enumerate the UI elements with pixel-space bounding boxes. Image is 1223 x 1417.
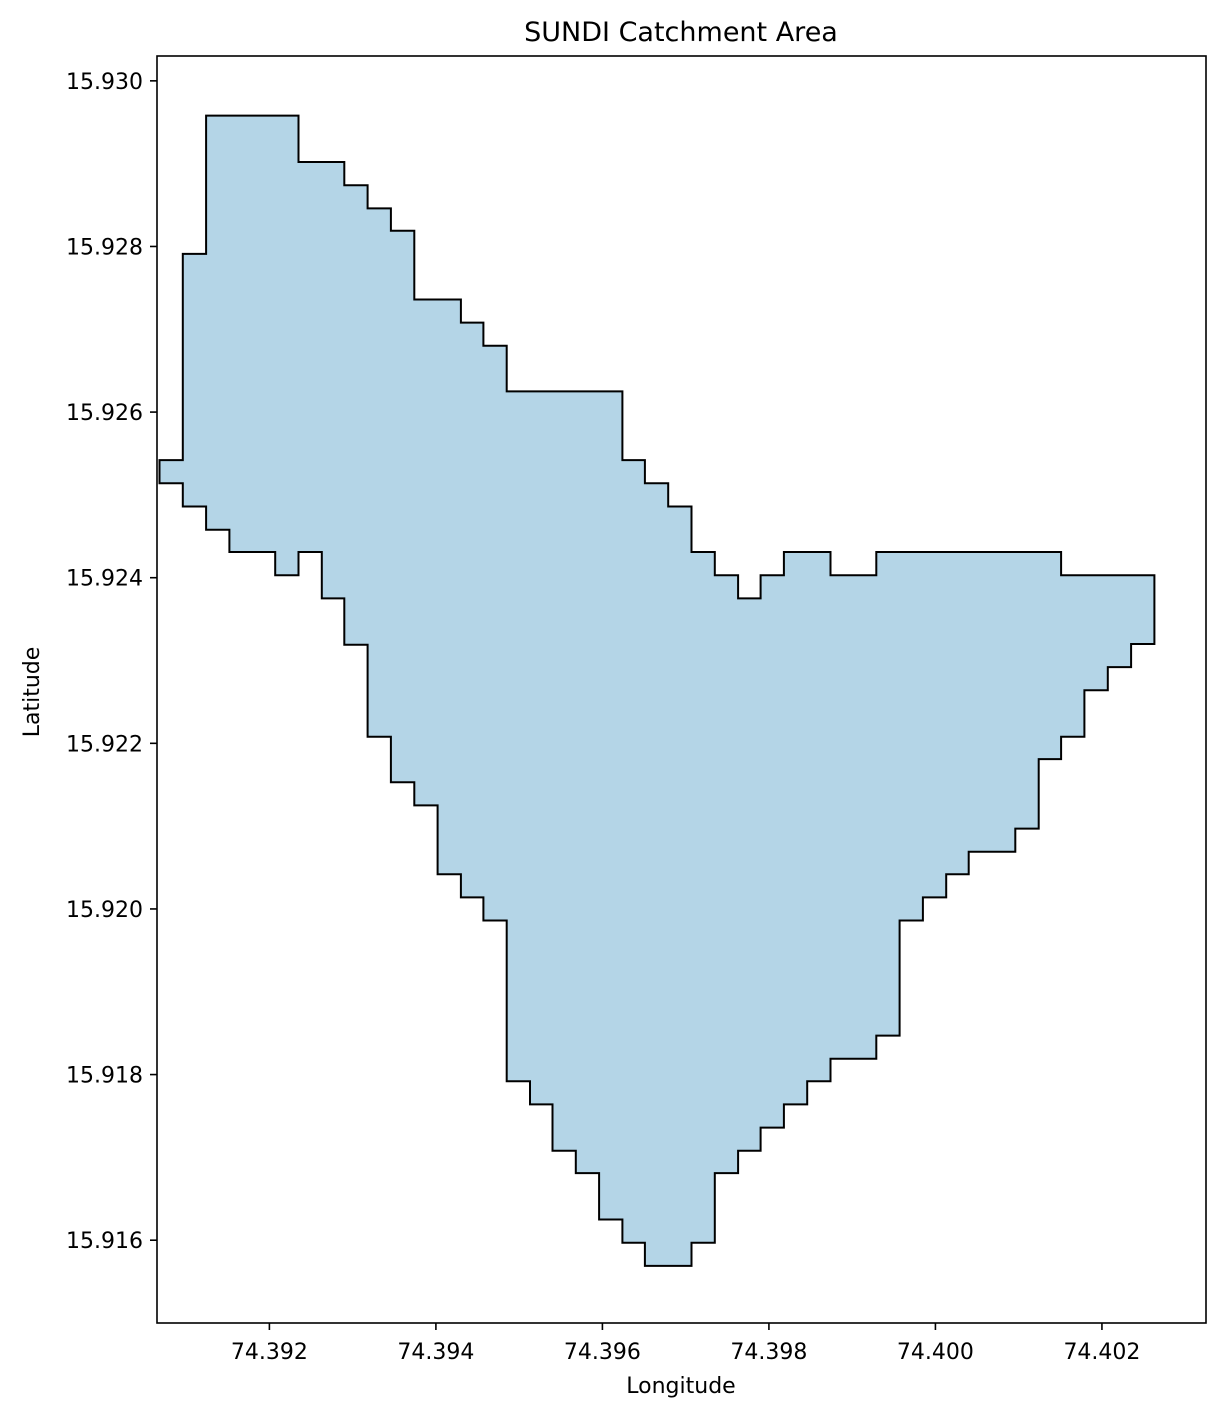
plot-area	[156, 55, 1207, 1324]
x-tick-label: 74.400	[897, 1340, 974, 1365]
x-axis-label: Longitude	[626, 1374, 735, 1399]
y-tick-label: 15.926	[66, 401, 143, 426]
y-tick-label: 15.924	[66, 567, 143, 592]
y-tick-label: 15.930	[66, 70, 143, 95]
y-axis-label: Latitude	[20, 647, 45, 738]
axes-frame	[156, 55, 1207, 1324]
chart-title: SUNDI Catchment Area	[524, 17, 838, 48]
y-tick-label: 15.918	[66, 1064, 143, 1089]
x-axis: 74.392 74.394 74.396 74.398 74.400 74.402	[231, 1323, 1140, 1365]
x-tick-label: 74.396	[564, 1340, 641, 1365]
x-tick-label: 74.402	[1063, 1340, 1140, 1365]
x-tick-label: 74.398	[730, 1340, 807, 1365]
y-tick-label: 15.916	[66, 1229, 143, 1254]
x-tick-label: 74.394	[397, 1340, 474, 1365]
y-axis: 15.916 15.918 15.920 15.922 15.924 15.926 15.9…	[66, 70, 157, 1254]
y-tick-label: 15.922	[66, 732, 143, 757]
catchment-polygon	[158, 114, 1156, 1267]
y-tick-label: 15.920	[66, 898, 143, 923]
x-tick-label: 74.392	[231, 1340, 308, 1365]
y-tick-label: 15.928	[66, 235, 143, 260]
